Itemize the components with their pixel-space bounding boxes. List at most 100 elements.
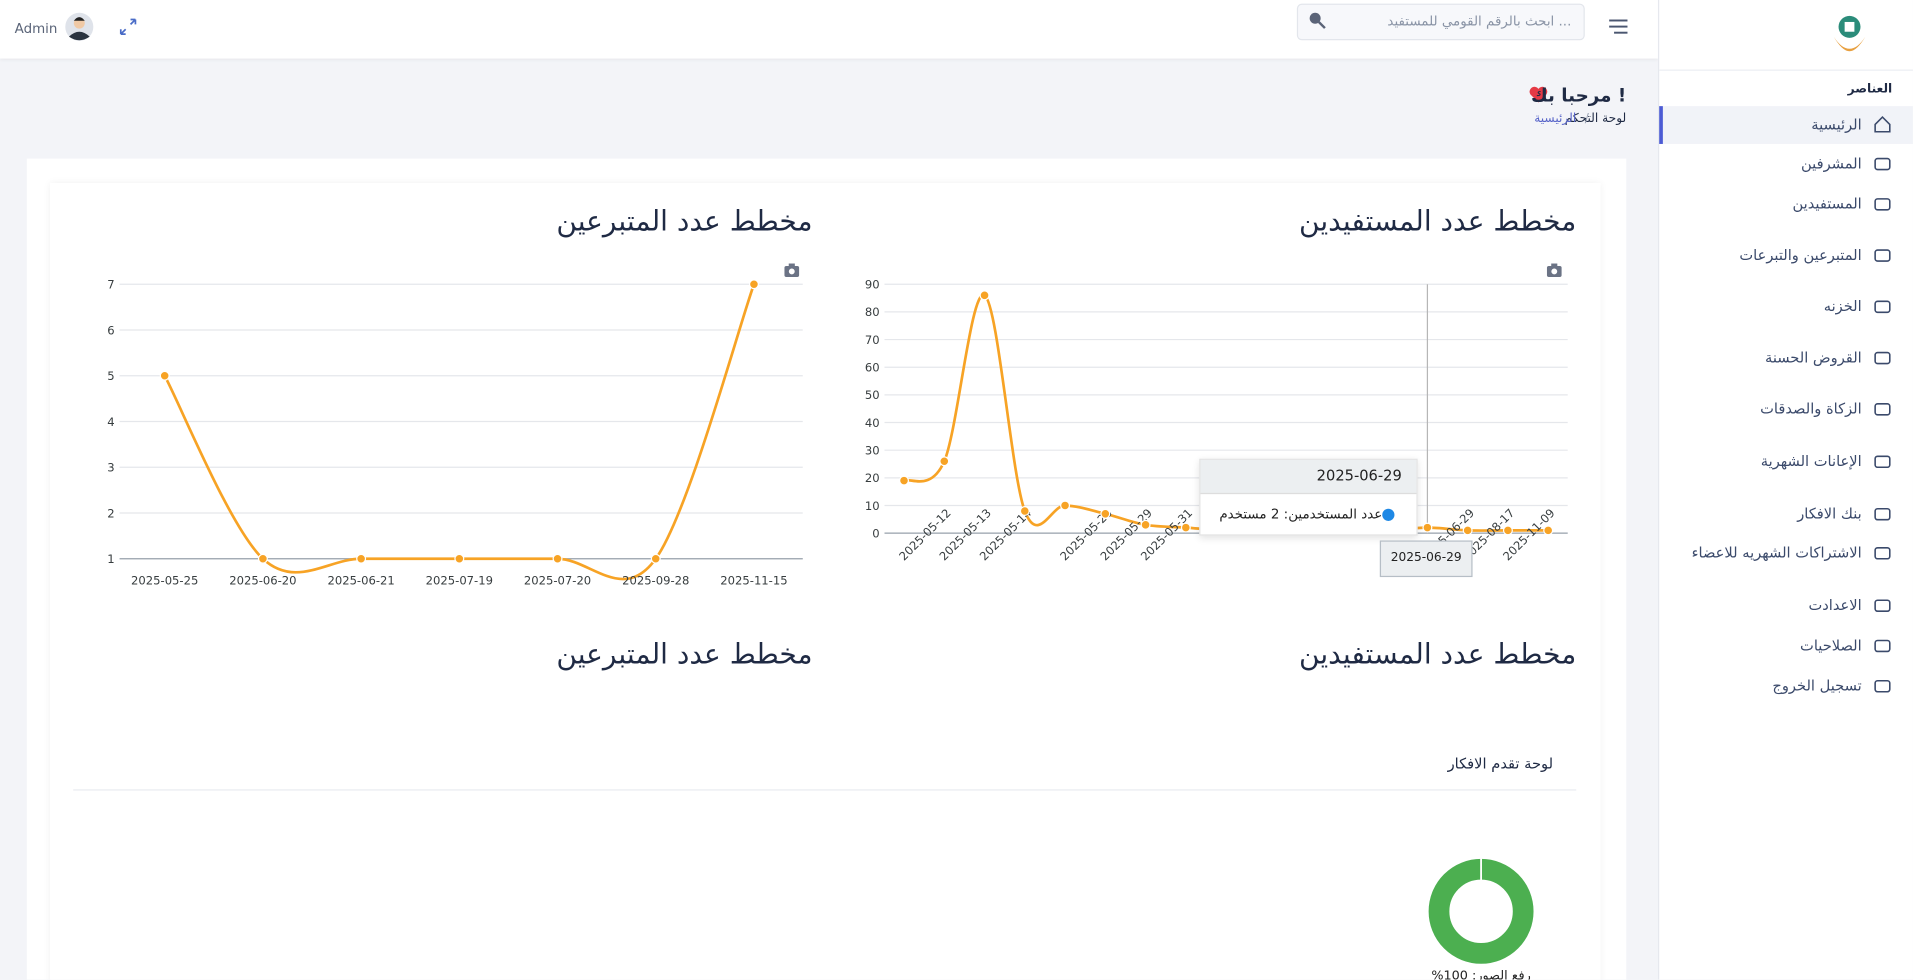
x-tick-label: 2025-05-25 bbox=[131, 573, 198, 587]
point bbox=[1060, 500, 1071, 511]
sidebar-section-title: العناصر bbox=[1847, 82, 1893, 97]
point bbox=[748, 279, 759, 290]
y-tick-label: 4 bbox=[107, 415, 114, 429]
y-tick-label: 5 bbox=[107, 369, 114, 383]
nav-icon bbox=[1874, 507, 1891, 521]
donut-label: رفع الصور: 100% bbox=[1431, 969, 1531, 980]
welcome-title: مرحبا بك ! bbox=[1530, 84, 1627, 107]
fullscreen-button[interactable] bbox=[118, 17, 138, 37]
search-icon bbox=[1309, 12, 1326, 29]
breadcrumb-item[interactable]: الرئيسية bbox=[1534, 112, 1577, 126]
point bbox=[650, 553, 661, 564]
nav-icon bbox=[1874, 679, 1891, 693]
label-sep: : bbox=[1468, 969, 1476, 980]
chart-title: مخطط عدد المستفيدين bbox=[1298, 206, 1577, 238]
logo bbox=[1833, 15, 1866, 52]
point bbox=[1422, 522, 1433, 533]
y-tick-label: 20 bbox=[865, 471, 880, 485]
nav-item[interactable]: الرئيسية bbox=[1811, 115, 1862, 133]
point bbox=[454, 553, 465, 564]
line-series bbox=[163, 283, 756, 581]
divider bbox=[73, 789, 1577, 791]
y-tick-label: 10 bbox=[865, 499, 880, 513]
chart-title: مخطط عدد المتبرعين bbox=[556, 206, 813, 238]
point bbox=[1019, 506, 1030, 517]
nav-item[interactable]: الصلاحيات bbox=[1800, 636, 1862, 654]
point bbox=[1100, 508, 1111, 519]
active-item-bg bbox=[1659, 106, 1913, 144]
point bbox=[1462, 525, 1473, 536]
nav-icon bbox=[1874, 115, 1891, 133]
nav-item[interactable]: المستفيدين bbox=[1792, 195, 1862, 213]
y-tick-label: 90 bbox=[865, 278, 880, 292]
nav-icon bbox=[1874, 403, 1891, 416]
chart-title: مخطط عدد المتبرعين bbox=[556, 639, 813, 671]
nav-item[interactable]: الزكاة والصدقات bbox=[1760, 400, 1862, 418]
nav-icon bbox=[1874, 351, 1891, 365]
panel-title: لوحة تقدم الافكار bbox=[1447, 755, 1554, 773]
nav-icon bbox=[1874, 198, 1891, 211]
point bbox=[1180, 522, 1191, 533]
point bbox=[356, 553, 367, 564]
nav-item[interactable]: الاعدادت bbox=[1808, 596, 1862, 614]
y-tick-label: 60 bbox=[865, 360, 880, 374]
nav-icon bbox=[1874, 157, 1891, 171]
nav-item[interactable]: تسجيل الخروج bbox=[1772, 677, 1862, 695]
nav-item[interactable]: بنك الافكار bbox=[1797, 505, 1862, 523]
y-tick-label: 30 bbox=[865, 443, 880, 457]
nav-item[interactable]: الاشتراكات الشهريه للاعضاء bbox=[1691, 544, 1862, 562]
x-tick-label: 2025-06-20 bbox=[229, 573, 296, 587]
nav-icon bbox=[1874, 639, 1891, 653]
logo-area bbox=[1659, 0, 1913, 71]
label-name: رفع الصور bbox=[1475, 969, 1531, 980]
tooltip: 2025-06-29 عدد المستخدمين: 2 مستخدم bbox=[1199, 458, 1418, 536]
tooltip-title: 2025-06-29 bbox=[1200, 459, 1417, 495]
header: ابحث بالرقم القومي للمستفيد ... Admin bbox=[0, 0, 1658, 59]
camera-icon[interactable] bbox=[1546, 263, 1562, 277]
breadcrumb-separator: / bbox=[1584, 112, 1589, 126]
nav-item[interactable]: المتبرعين والتبرعات bbox=[1739, 246, 1862, 264]
y-tick-label: 7 bbox=[107, 278, 114, 292]
breadcrumb-item[interactable]: لوحة التحكم bbox=[1564, 112, 1627, 126]
user-name[interactable]: Admin bbox=[14, 20, 58, 37]
point bbox=[939, 456, 950, 467]
x-tick-label: 2025-07-19 bbox=[426, 573, 493, 587]
nav-icon bbox=[1874, 300, 1891, 314]
chart-title: مخطط عدد المستفيدين bbox=[1298, 639, 1577, 671]
point bbox=[257, 553, 268, 564]
avatar[interactable] bbox=[65, 12, 94, 41]
x-tick-label: 2025-06-21 bbox=[327, 573, 394, 587]
sidebar: العناصر الرئيسية المشرفين المستفيدين المتبر… bbox=[1657, 0, 1913, 980]
label-value: 100% bbox=[1431, 969, 1468, 980]
point bbox=[1140, 519, 1151, 530]
heart-icon bbox=[1529, 86, 1548, 103]
menu-button[interactable] bbox=[1608, 18, 1630, 35]
donut-slice bbox=[1428, 858, 1534, 964]
tooltip-body: عدد المستخدمين: 2 مستخدم bbox=[1200, 494, 1416, 534]
search-box[interactable]: ابحث بالرقم القومي للمستفيد ... bbox=[1296, 3, 1585, 41]
y-tick-label: 40 bbox=[865, 416, 880, 430]
y-tick-label: 0 bbox=[872, 526, 879, 540]
tooltip-marker bbox=[1382, 508, 1395, 521]
nav-item[interactable]: القروض الحسنة bbox=[1764, 348, 1862, 366]
camera-icon[interactable] bbox=[784, 263, 800, 277]
y-tick-label: 50 bbox=[865, 388, 880, 402]
point bbox=[1543, 525, 1554, 536]
y-tick-label: 70 bbox=[865, 333, 880, 347]
nav-icon bbox=[1874, 599, 1891, 613]
nav-item[interactable]: المشرفين bbox=[1801, 154, 1862, 173]
y-tick-label: 3 bbox=[107, 461, 114, 475]
inner-card bbox=[50, 183, 1601, 980]
y-tick-label: 1 bbox=[107, 552, 114, 566]
point bbox=[899, 475, 910, 486]
nav-icon bbox=[1874, 546, 1891, 560]
x-tick-label: 2025-11-15 bbox=[720, 573, 787, 587]
x-tick-label: 2025-07-20 bbox=[524, 573, 591, 587]
nav-item[interactable]: الإعانات الشهرية bbox=[1760, 452, 1862, 470]
tooltip-text: عدد المستخدمين: 2 مستخدم bbox=[1219, 506, 1383, 523]
y-tick-label: 2 bbox=[107, 506, 114, 520]
nav-item[interactable]: الخزنه bbox=[1823, 297, 1862, 315]
